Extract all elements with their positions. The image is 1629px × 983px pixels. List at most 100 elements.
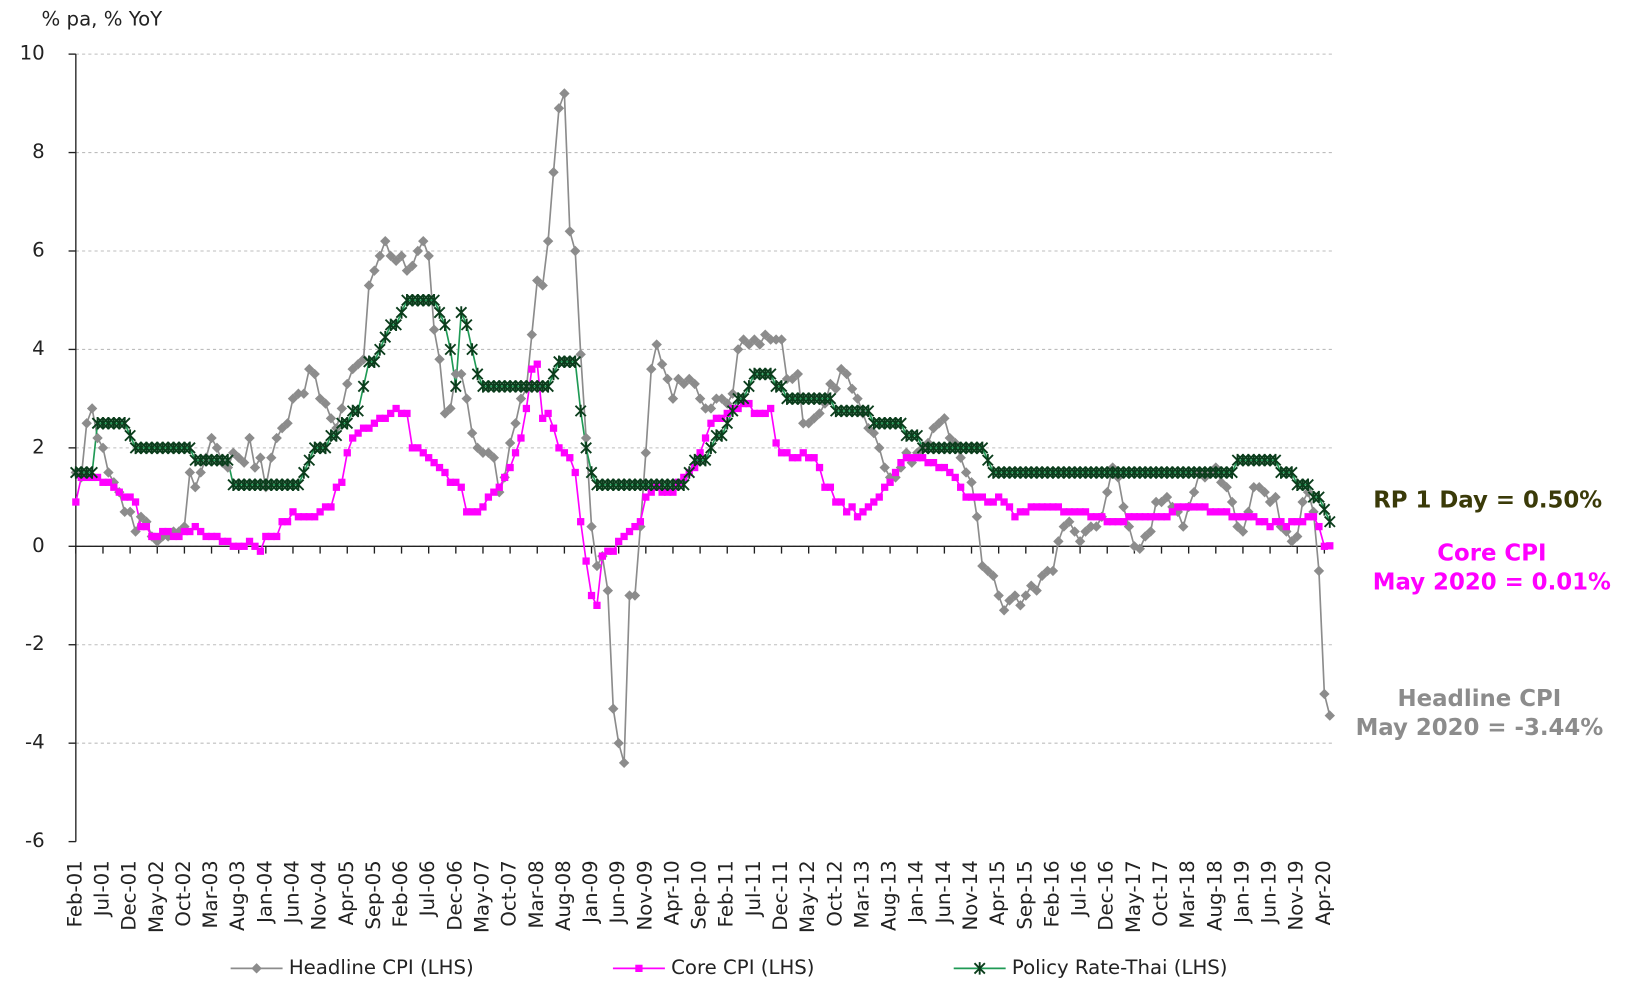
- point: [929, 458, 938, 467]
- point: [696, 449, 704, 457]
- point: [615, 537, 623, 546]
- point: [1233, 513, 1242, 521]
- point: [957, 483, 965, 491]
- point: [587, 591, 596, 600]
- x-tick-label: Mar-18: [1176, 860, 1199, 928]
- point: [683, 466, 696, 479]
- point: [1304, 513, 1312, 521]
- point: [387, 409, 395, 418]
- x-tick-label: Nov-14: [959, 860, 982, 930]
- point: [186, 527, 194, 536]
- y-tick-label: 4: [32, 337, 45, 360]
- point: [1320, 542, 1329, 550]
- point: [598, 552, 607, 560]
- point: [468, 508, 476, 516]
- point: [539, 414, 547, 422]
- x-tick-label: Jun-09: [606, 860, 629, 925]
- point: [881, 483, 889, 491]
- point: [1266, 522, 1274, 531]
- point: [311, 513, 319, 521]
- point: [282, 418, 293, 429]
- point: [381, 414, 389, 422]
- point: [1201, 503, 1209, 511]
- x-tick-label: Jul-11: [742, 860, 765, 918]
- point: [593, 601, 601, 609]
- point: [1302, 478, 1314, 492]
- point: [960, 467, 972, 478]
- point: [365, 424, 373, 432]
- point: [327, 503, 335, 511]
- point: [566, 454, 574, 462]
- point: [799, 449, 807, 457]
- point: [1119, 518, 1128, 526]
- point: [86, 403, 98, 414]
- point: [767, 404, 775, 413]
- x-tick-label: Nov-04: [308, 860, 331, 930]
- point: [853, 513, 862, 521]
- series-line: [75, 93, 1331, 764]
- point: [104, 478, 113, 486]
- point: [783, 449, 791, 457]
- point: [466, 343, 478, 356]
- point: [1313, 565, 1325, 577]
- point: [971, 511, 983, 522]
- point: [1261, 518, 1269, 526]
- legend-label: Headline CPI (LHS): [289, 956, 474, 979]
- point: [397, 409, 406, 418]
- point: [414, 444, 422, 452]
- point: [390, 318, 402, 332]
- point: [547, 367, 560, 381]
- annotation: Core CPI: [1437, 540, 1546, 566]
- point: [765, 334, 776, 345]
- point: [582, 557, 590, 565]
- x-tick-label: Mar-08: [525, 860, 548, 928]
- point: [1150, 496, 1162, 508]
- point: [455, 306, 468, 319]
- point: [1098, 513, 1106, 521]
- point: [636, 518, 645, 526]
- point: [473, 508, 482, 516]
- point: [585, 466, 598, 479]
- x-tick-label: Jun-14: [932, 860, 955, 925]
- point: [701, 434, 710, 442]
- point: [229, 542, 237, 550]
- point: [292, 478, 305, 492]
- point: [103, 467, 114, 478]
- point: [423, 250, 434, 262]
- point: [580, 441, 592, 455]
- point: [273, 532, 281, 541]
- point: [471, 367, 484, 381]
- point: [1315, 522, 1323, 531]
- point: [973, 962, 986, 975]
- point: [1065, 508, 1073, 516]
- point: [998, 605, 1010, 616]
- point: [235, 542, 243, 550]
- point: [542, 380, 554, 393]
- point: [620, 532, 628, 541]
- axis-label: % pa, % YoY: [42, 7, 164, 30]
- point: [369, 265, 380, 276]
- point: [1212, 508, 1220, 516]
- point: [1087, 513, 1095, 521]
- point: [396, 250, 407, 262]
- point: [978, 493, 987, 501]
- point: [428, 293, 440, 307]
- point: [179, 521, 190, 532]
- point: [195, 467, 206, 478]
- point: [1269, 453, 1282, 467]
- point: [962, 493, 970, 501]
- point: [435, 463, 444, 472]
- legend-marker: [635, 964, 643, 972]
- point: [781, 373, 793, 385]
- point: [629, 590, 641, 601]
- point: [336, 403, 348, 414]
- point: [911, 429, 924, 442]
- x-tick-label: Nov-19: [1285, 860, 1308, 930]
- point: [1174, 503, 1182, 511]
- annotation: May 2020 = 0.01%: [1373, 569, 1611, 595]
- point: [924, 458, 932, 467]
- point: [357, 380, 370, 393]
- legend-marker: [973, 962, 986, 975]
- point: [441, 468, 449, 477]
